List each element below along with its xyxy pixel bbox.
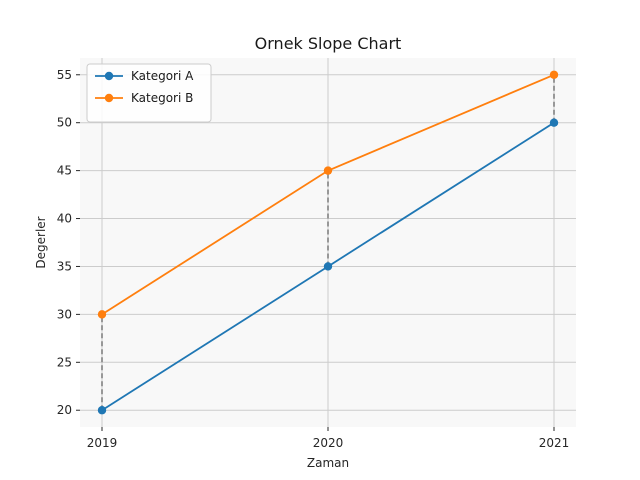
- x-tick-label: 2019: [87, 436, 118, 450]
- chart-title: Ornek Slope Chart: [255, 34, 402, 53]
- y-tick-label: 35: [57, 259, 72, 273]
- data-point: [97, 406, 107, 415]
- y-tick-label: 45: [57, 164, 72, 178]
- data-point: [549, 118, 559, 127]
- data-point: [323, 262, 333, 271]
- data-point: [97, 310, 107, 319]
- y-tick-label: 40: [57, 212, 72, 226]
- legend-marker: [104, 93, 114, 103]
- y-tick-label: 55: [57, 68, 72, 82]
- x-axis-label: Zaman: [307, 456, 349, 470]
- x-tick-label: 2020: [313, 436, 344, 450]
- y-tick-label: 20: [57, 403, 72, 417]
- legend: Kategori A Kategori B: [86, 63, 212, 123]
- y-tick-label: 25: [57, 355, 72, 369]
- tick-labels: 20 25 30 35 40 45 50 55 2019 2020 2021: [57, 68, 570, 450]
- legend-label: Kategori A: [131, 69, 194, 83]
- legend-box: [86, 63, 212, 123]
- legend-marker: [104, 71, 114, 81]
- data-point: [323, 166, 333, 175]
- y-tick-label: 50: [57, 116, 72, 130]
- x-tick-label: 2021: [539, 436, 570, 450]
- y-axis-label: Degerler: [34, 216, 48, 268]
- series: [97, 70, 559, 415]
- data-point: [549, 70, 559, 79]
- legend-label: Kategori B: [131, 91, 193, 105]
- y-tick-label: 30: [57, 307, 72, 321]
